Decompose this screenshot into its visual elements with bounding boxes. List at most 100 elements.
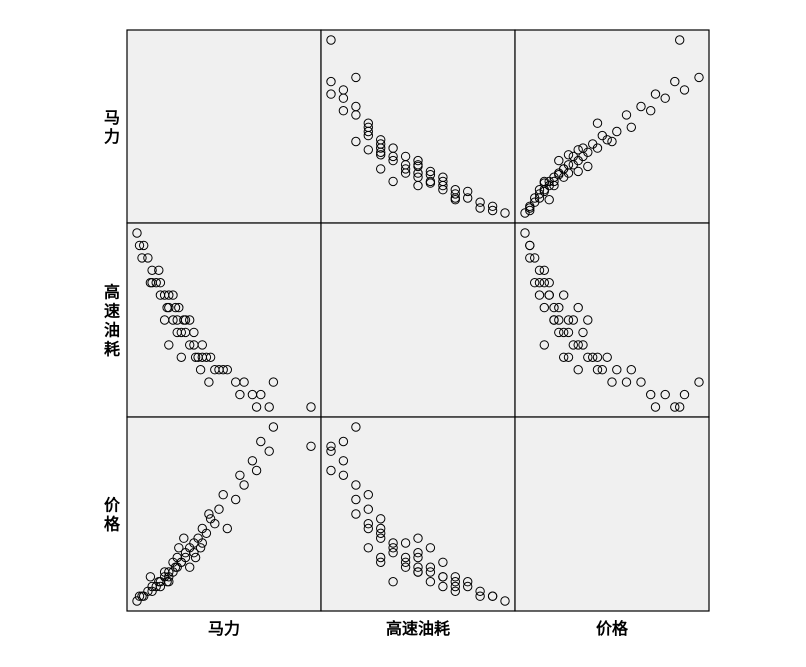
data-point	[256, 436, 266, 447]
data-point	[636, 377, 646, 387]
data-point	[450, 195, 460, 205]
data-point	[670, 76, 680, 87]
data-point	[573, 302, 583, 313]
data-point	[650, 89, 661, 99]
data-point	[247, 456, 258, 466]
x-label-0: 马力	[208, 619, 240, 638]
data-point	[326, 446, 336, 456]
data-point	[326, 35, 336, 45]
data-point	[559, 352, 569, 362]
data-point	[388, 143, 398, 153]
data-point	[400, 557, 411, 567]
data-point	[145, 278, 156, 288]
data-point	[500, 596, 510, 606]
data-point	[583, 315, 593, 325]
data-point	[376, 150, 386, 160]
data-point	[612, 126, 622, 137]
data-point	[539, 186, 549, 197]
data-point	[159, 315, 170, 325]
data-point	[376, 533, 386, 543]
panel-r2-c0	[126, 416, 322, 612]
panel-r0-c2	[514, 29, 710, 224]
data-point	[338, 470, 349, 480]
data-point	[534, 265, 545, 275]
data-point	[268, 377, 279, 387]
data-point	[264, 446, 274, 456]
data-point	[592, 365, 603, 375]
y-label-1: 高速油耗	[104, 283, 120, 359]
data-point	[174, 302, 184, 313]
data-point	[170, 302, 181, 313]
data-point	[388, 176, 398, 187]
data-point	[544, 195, 554, 205]
data-point	[179, 533, 189, 543]
data-point	[583, 352, 593, 362]
data-point	[376, 514, 386, 524]
data-point	[578, 143, 588, 153]
data-point	[363, 543, 373, 553]
data-point	[597, 130, 607, 141]
data-point	[176, 352, 187, 362]
data-point	[400, 562, 411, 572]
data-point	[650, 402, 661, 412]
data-point	[592, 352, 603, 362]
data-point	[201, 528, 212, 538]
data-point	[525, 253, 535, 263]
data-point	[189, 548, 199, 558]
data-point	[306, 402, 316, 412]
data-point	[544, 278, 554, 288]
data-point	[155, 581, 166, 592]
data-point	[338, 106, 349, 116]
data-point	[326, 441, 336, 451]
data-point	[694, 72, 704, 83]
data-point	[351, 494, 361, 505]
data-point	[185, 340, 195, 350]
data-point	[549, 315, 559, 325]
data-point	[218, 365, 228, 375]
data-point	[306, 441, 316, 451]
data-point	[438, 172, 448, 182]
data-point	[164, 567, 174, 577]
data-point	[520, 228, 530, 238]
data-point	[539, 278, 549, 288]
data-point	[626, 365, 636, 375]
data-point	[251, 465, 262, 476]
data-point	[525, 205, 535, 216]
data-point	[164, 340, 174, 350]
data-point	[231, 494, 241, 505]
data-point	[338, 456, 349, 466]
data-point	[139, 240, 149, 251]
data-point	[185, 562, 195, 572]
data-point	[363, 519, 373, 529]
data-point	[534, 185, 545, 195]
data-point	[520, 208, 530, 218]
data-point	[450, 581, 460, 592]
data-point	[450, 577, 460, 587]
data-point	[176, 557, 187, 567]
data-point	[660, 389, 670, 400]
x-label-2: 价格	[596, 619, 629, 638]
data-point	[168, 290, 178, 300]
data-point	[164, 302, 174, 313]
data-point	[338, 436, 349, 447]
data-point	[256, 389, 266, 400]
data-point	[675, 402, 685, 412]
data-point	[530, 278, 540, 288]
x-label-1: 高速油耗	[386, 619, 450, 638]
data-point	[607, 136, 617, 147]
data-point	[450, 572, 460, 582]
data-point	[475, 591, 485, 601]
data-point	[568, 151, 578, 162]
data-point	[534, 278, 545, 288]
data-point	[235, 389, 245, 400]
data-point	[450, 586, 460, 596]
data-point	[573, 340, 583, 350]
data-point	[363, 490, 373, 500]
data-point	[539, 340, 549, 350]
data-point	[549, 302, 559, 313]
data-point	[137, 591, 147, 601]
data-point	[143, 253, 153, 263]
data-point	[376, 164, 386, 174]
data-point	[155, 278, 166, 288]
data-point	[145, 572, 156, 582]
